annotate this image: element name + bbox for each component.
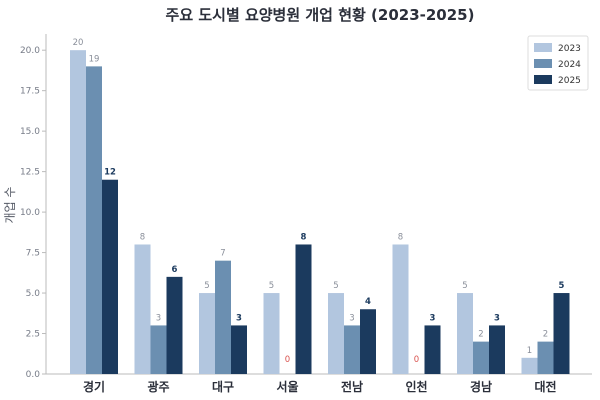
x-tick-label: 대구: [212, 380, 234, 394]
data-label: 3: [349, 313, 354, 323]
x-tick-label: 광주: [147, 379, 169, 394]
x-tick-label: 경기: [83, 379, 105, 394]
data-label: 1: [527, 346, 532, 356]
data-label: 5: [204, 281, 209, 291]
data-label: 6: [172, 265, 178, 275]
data-label: 3: [236, 313, 242, 323]
bar: [537, 341, 554, 374]
x-tick-label: 전남: [341, 379, 363, 394]
data-label: 0: [285, 355, 290, 365]
bar: [70, 50, 86, 374]
y-tick-label: 7.5: [26, 249, 40, 259]
data-label: 3: [156, 313, 161, 323]
bar: [150, 325, 167, 374]
x-tick-label: 인천: [405, 379, 427, 394]
legend-label: 2024: [558, 60, 581, 70]
bar: [134, 244, 151, 374]
x-tick-labels: 경기 광주 대구 서울 전남 인천 경남 대전: [83, 379, 557, 394]
bar: [473, 341, 489, 374]
bar: [295, 244, 312, 374]
bar: [553, 293, 570, 374]
bar: [86, 66, 102, 374]
bar: [424, 325, 441, 374]
bar: [457, 293, 473, 374]
data-label: 0: [414, 355, 419, 365]
bar: [344, 325, 360, 374]
bar: [328, 293, 344, 374]
bar: [199, 293, 215, 374]
x-tick-label: 서울: [276, 379, 298, 394]
y-tick-label: 20.0: [20, 46, 40, 56]
data-label: 20: [73, 38, 84, 48]
bar: [392, 244, 409, 374]
y-tick-label: 10.0: [20, 208, 40, 218]
data-label: 3: [430, 313, 436, 323]
y-tick-label: 5.0: [26, 289, 41, 299]
bars: [70, 50, 570, 374]
legend-swatch: [534, 75, 552, 84]
data-label: 12: [104, 168, 116, 178]
data-label: 5: [269, 281, 274, 291]
y-axis-label: 개업 수: [3, 187, 17, 224]
legend-label: 2023: [558, 44, 581, 54]
bar: [263, 293, 280, 374]
legend-label: 2025: [558, 76, 581, 86]
bar: [215, 260, 231, 374]
y-tick-label: 0.0: [26, 370, 41, 380]
bar: [166, 276, 183, 374]
legend-swatch: [534, 43, 552, 52]
y-tick-label: 15.0: [20, 127, 40, 137]
data-label: 5: [462, 281, 467, 291]
x-tick-label: 경남: [470, 379, 492, 394]
data-label: 2: [478, 330, 483, 340]
bar: [489, 325, 505, 374]
bar: [231, 325, 247, 374]
x-tick-label: 대전: [534, 379, 556, 394]
bar: [360, 309, 376, 374]
data-label: 5: [559, 281, 565, 291]
data-label: 3: [494, 313, 500, 323]
legend-swatch: [534, 59, 552, 68]
data-label: 2: [543, 330, 548, 340]
data-label: 8: [140, 232, 145, 242]
data-label: 5: [333, 281, 338, 291]
data-label: 8: [301, 232, 307, 242]
bar: [102, 179, 118, 374]
bar: [521, 357, 538, 374]
legend: 2023 2024 2025: [527, 35, 589, 91]
data-label: 7: [220, 249, 225, 259]
y-tick-label: 12.5: [20, 168, 40, 178]
data-label: 4: [365, 297, 371, 307]
y-tick-label: 2.5: [26, 330, 40, 340]
y-tick-label: 17.5: [20, 87, 40, 97]
chart-title: 주요 도시별 요양병원 개업 현황 (2023-2025): [166, 6, 475, 24]
data-label: 19: [89, 54, 100, 64]
data-label: 8: [398, 232, 403, 242]
